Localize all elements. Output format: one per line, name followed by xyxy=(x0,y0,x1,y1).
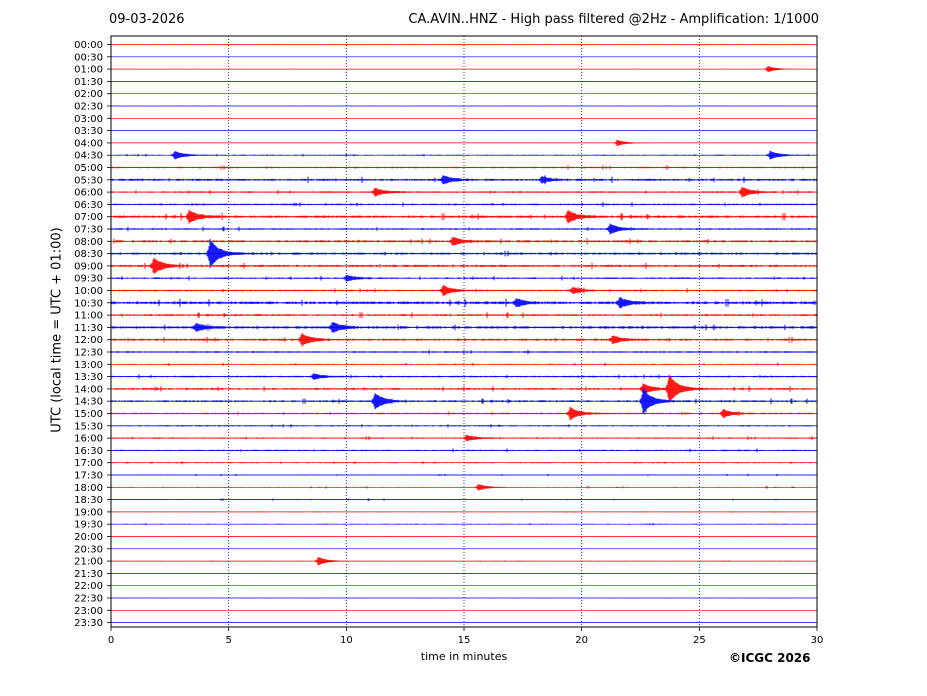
y-tick-label: 01:30 xyxy=(74,77,103,88)
y-tick-label: 14:30 xyxy=(74,397,103,408)
y-tick-label: 02:30 xyxy=(74,102,103,113)
y-tick-label: 03:30 xyxy=(74,126,103,137)
y-tick-label: 21:00 xyxy=(74,557,103,568)
y-tick-label: 09:00 xyxy=(74,261,103,272)
y-tick-label: 11:00 xyxy=(74,311,103,322)
y-tick-label: 08:30 xyxy=(74,249,103,260)
x-tick-label: 20 xyxy=(575,635,588,646)
y-tick-label: 20:00 xyxy=(74,532,103,543)
plot-frame xyxy=(110,35,818,628)
x-axis-label: time in minutes xyxy=(420,650,508,663)
y-tick-label: 16:30 xyxy=(74,446,103,457)
y-tick-label: 02:00 xyxy=(74,89,103,100)
y-tick-label: 11:30 xyxy=(74,323,103,334)
copyright-label: ©ICGC 2026 xyxy=(729,651,811,665)
y-tick-label: 17:30 xyxy=(74,471,103,482)
y-tick-label: 21:30 xyxy=(74,569,103,580)
y-tick-label: 10:00 xyxy=(74,286,103,297)
y-tick-label: 08:00 xyxy=(74,237,103,248)
y-tick-label: 06:30 xyxy=(74,200,103,211)
y-tick-label: 12:30 xyxy=(74,348,103,359)
y-tick-label: 20:30 xyxy=(74,544,103,555)
plot-date: 09-03-2026 xyxy=(109,12,185,27)
y-tick-label: 13:00 xyxy=(74,360,103,371)
y-tick-label: 18:00 xyxy=(74,483,103,494)
x-tick-label: 30 xyxy=(811,635,824,646)
y-tick-label: 07:30 xyxy=(74,225,103,236)
y-tick-label: 05:30 xyxy=(74,175,103,186)
y-tick-label: 00:30 xyxy=(74,52,103,63)
y-tick-label: 15:30 xyxy=(74,421,103,432)
y-tick-label: 18:30 xyxy=(74,495,103,506)
y-tick-label: 17:00 xyxy=(74,458,103,469)
y-tick-label: 04:00 xyxy=(74,138,103,149)
y-tick-label: 19:00 xyxy=(74,507,103,518)
x-tick-label: 25 xyxy=(693,635,706,646)
y-tick-label: 00:00 xyxy=(74,40,103,51)
x-tick-label: 0 xyxy=(108,635,114,646)
x-tick-label: 10 xyxy=(340,635,353,646)
y-tick-label: 04:30 xyxy=(74,151,103,162)
plot-title: CA.AVIN..HNZ - High pass filtered @2Hz -… xyxy=(408,12,819,27)
y-tick-label: 06:00 xyxy=(74,188,103,199)
y-tick-label: 10:30 xyxy=(74,298,103,309)
y-tick-label: 15:00 xyxy=(74,409,103,420)
y-tick-label: 12:00 xyxy=(74,335,103,346)
y-tick-label: 23:00 xyxy=(74,606,103,617)
y-tick-label: 03:00 xyxy=(74,114,103,125)
y-tick-label: 14:00 xyxy=(74,384,103,395)
y-tick-label: 23:30 xyxy=(74,618,103,629)
y-tick-label: 01:00 xyxy=(74,65,103,76)
y-tick-label: 13:30 xyxy=(74,372,103,383)
x-tick-label: 15 xyxy=(458,635,471,646)
y-tick-label: 22:00 xyxy=(74,581,103,592)
y-tick-label: 07:00 xyxy=(74,212,103,223)
y-tick-label: 19:30 xyxy=(74,520,103,531)
y-tick-label: 05:00 xyxy=(74,163,103,174)
y-tick-label: 16:00 xyxy=(74,434,103,445)
y-tick-label: 09:30 xyxy=(74,274,103,285)
grid-layer xyxy=(228,36,700,627)
y-tick-label: 22:30 xyxy=(74,594,103,605)
x-tick-label: 5 xyxy=(225,635,231,646)
